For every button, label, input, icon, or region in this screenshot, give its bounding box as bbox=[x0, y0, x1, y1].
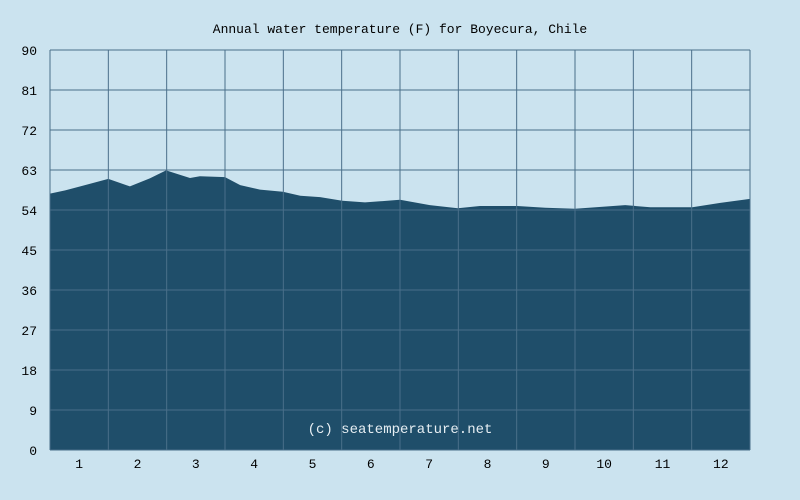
x-tick-label: 5 bbox=[309, 457, 317, 472]
y-tick-label: 18 bbox=[21, 364, 37, 379]
x-tick-label: 3 bbox=[192, 457, 200, 472]
y-tick-label: 90 bbox=[21, 44, 37, 59]
y-tick-label: 27 bbox=[21, 324, 37, 339]
x-tick-label: 9 bbox=[542, 457, 550, 472]
y-tick-label: 54 bbox=[21, 204, 37, 219]
y-tick-label: 63 bbox=[21, 164, 37, 179]
y-tick-label: 72 bbox=[21, 124, 37, 139]
x-tick-label: 11 bbox=[655, 457, 671, 472]
x-tick-label: 8 bbox=[484, 457, 492, 472]
x-tick-label: 12 bbox=[713, 457, 729, 472]
y-tick-label: 0 bbox=[29, 444, 37, 459]
y-tick-label: 81 bbox=[21, 84, 37, 99]
x-tick-label: 2 bbox=[134, 457, 142, 472]
y-tick-label: 36 bbox=[21, 284, 37, 299]
x-tick-label: 1 bbox=[75, 457, 83, 472]
x-tick-label: 4 bbox=[250, 457, 258, 472]
x-tick-label: 10 bbox=[596, 457, 612, 472]
watermark: (c) seatemperature.net bbox=[308, 422, 493, 438]
y-tick-label: 45 bbox=[21, 244, 37, 259]
x-tick-label: 6 bbox=[367, 457, 375, 472]
x-tick-label: 7 bbox=[425, 457, 433, 472]
y-tick-label: 9 bbox=[29, 404, 37, 419]
chart-title: Annual water temperature (F) for Boyecur… bbox=[213, 22, 587, 37]
